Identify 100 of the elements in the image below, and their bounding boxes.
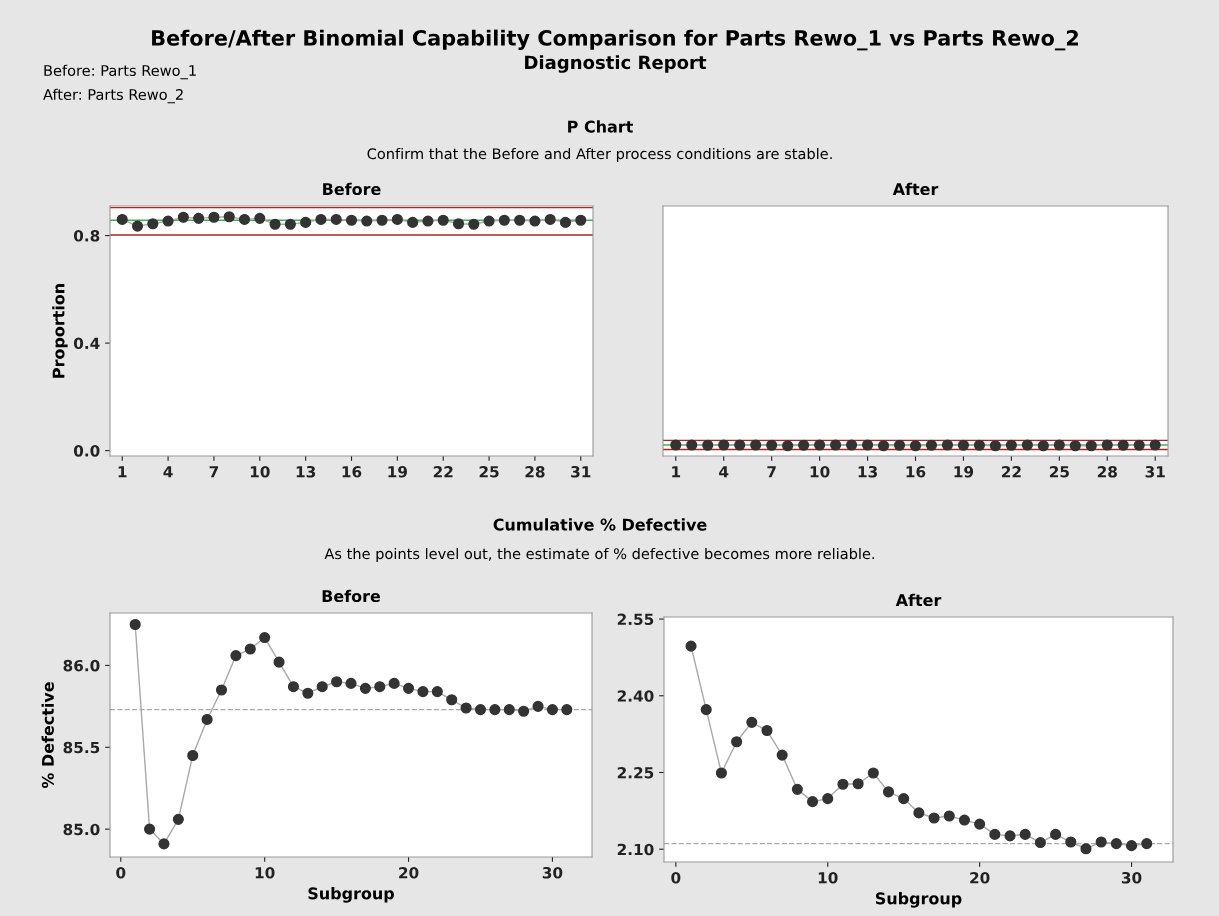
point [273, 656, 285, 668]
point [1019, 828, 1031, 840]
point [958, 814, 971, 826]
x-tick-label: 10 [255, 866, 275, 879]
text: As the points level out, the estimate of % defective becomes more reliable. [324, 547, 875, 563]
point [529, 215, 541, 227]
point [269, 218, 281, 230]
point [284, 218, 296, 230]
point [345, 677, 357, 689]
point [162, 215, 174, 227]
point [376, 214, 388, 226]
point [1080, 843, 1092, 855]
point [287, 681, 300, 693]
point [1034, 837, 1046, 849]
point [746, 716, 758, 728]
x-tick-label: 31 [1145, 465, 1165, 478]
y-tick-label: 2.10 [617, 843, 654, 856]
chart-title: After [892, 182, 939, 196]
x-axis-title: Subgroup [875, 892, 962, 908]
point [1050, 828, 1062, 840]
y-tick-label: 2.40 [617, 690, 654, 702]
point [144, 823, 156, 835]
point [417, 686, 429, 698]
point [989, 828, 1001, 840]
point [316, 681, 328, 693]
point [254, 212, 266, 224]
x-tick-label: 4 [163, 466, 173, 478]
point [208, 211, 220, 223]
point [544, 213, 556, 225]
point [215, 684, 228, 696]
point [474, 704, 487, 716]
point [238, 213, 251, 225]
point [361, 215, 373, 227]
point [489, 704, 501, 716]
x-tick-label: 19 [954, 466, 974, 478]
point [147, 218, 159, 230]
point [201, 713, 213, 725]
point [193, 212, 205, 224]
y-tick-label: 2.55 [617, 613, 654, 626]
x-tick-label: 25 [1049, 465, 1069, 478]
point [518, 705, 530, 717]
point [422, 215, 434, 227]
point [822, 793, 834, 805]
x-tick-label: 22 [433, 465, 453, 478]
x-tick-label: 7 [767, 466, 776, 478]
x-tick-label: 13 [296, 465, 316, 478]
point [315, 213, 327, 225]
point [1125, 840, 1138, 852]
point [898, 793, 910, 805]
point [177, 211, 189, 223]
y-tick-label: 0.0 [73, 445, 100, 457]
point [559, 216, 572, 228]
y-tick-label: 2.25 [617, 766, 654, 779]
point [129, 618, 141, 631]
point [1141, 838, 1153, 850]
point [700, 704, 712, 716]
x-tick-label: 16 [342, 466, 362, 478]
x-tick-label: 13 [858, 465, 877, 478]
point [460, 702, 472, 714]
point [172, 813, 184, 825]
y-tick-label: 85.5 [63, 741, 100, 754]
x-tick-label: 16 [906, 466, 926, 478]
point [452, 218, 465, 230]
point [715, 767, 727, 779]
point [244, 643, 256, 655]
point [731, 736, 743, 748]
point [302, 687, 314, 699]
x-tick-label: 31 [571, 465, 591, 478]
point [230, 650, 242, 662]
x-tick-label: 4 [719, 466, 729, 478]
point [300, 216, 312, 228]
x-tick-label: 19 [388, 466, 408, 478]
point [532, 700, 544, 712]
point [852, 778, 864, 790]
point [259, 632, 271, 644]
point [223, 211, 235, 223]
x-tick-label: 20 [970, 871, 990, 884]
text: Confirm that the Before and After process conditions are stable. [367, 147, 832, 163]
point [498, 214, 510, 226]
chart-title: Before [323, 182, 381, 196]
x-tick-label: 0 [116, 866, 126, 879]
point [882, 786, 895, 798]
point [359, 682, 371, 694]
point [483, 215, 495, 227]
point [913, 807, 925, 819]
y-tick-label: 85.0 [63, 823, 100, 836]
point [331, 676, 343, 688]
point [575, 214, 587, 226]
point [546, 704, 558, 716]
x-tick-label: 20 [399, 866, 419, 879]
point [446, 694, 458, 706]
point [791, 783, 803, 795]
x-tick-label: 0 [671, 871, 681, 884]
text: After: Parts Rewo_2 [43, 88, 183, 104]
point [330, 213, 342, 225]
point [345, 214, 358, 226]
point [187, 749, 199, 762]
point [943, 810, 955, 822]
point [1095, 836, 1107, 848]
point [1065, 836, 1077, 848]
